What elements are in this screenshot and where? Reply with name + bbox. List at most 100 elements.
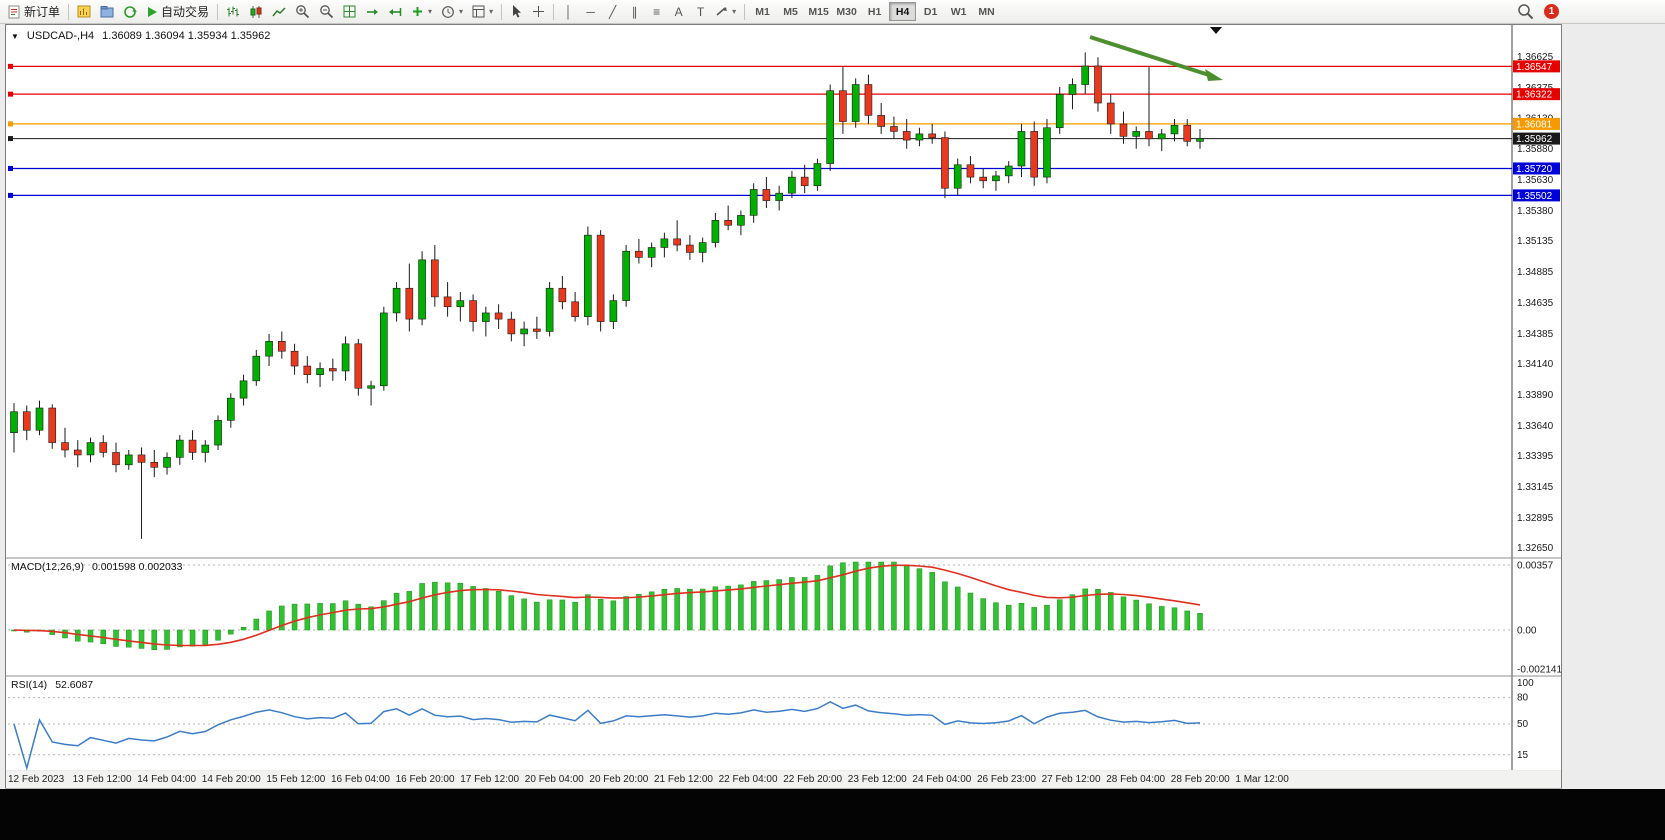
time-axis-label: 16 Feb 20:00 [395,774,455,785]
candlestick-chart-icon [250,5,262,18]
time-axis-label: 14 Feb 04:00 [137,774,197,785]
timeframe-h1[interactable]: H1 [861,2,888,21]
price-tick: 1.32895 [1517,513,1554,524]
timeframe-m15[interactable]: M15 [805,2,832,21]
bar-chart-icon [227,6,240,17]
timeframe-h4[interactable]: H4 [889,2,917,21]
svg-text:-0.002141: -0.002141 [1517,664,1562,675]
fibonacci-icon: ≡ [653,4,661,19]
vertical-line-button[interactable]: │ [558,2,579,22]
indicators-button[interactable]: ▾ [407,2,436,22]
channel-button[interactable]: ∥ [624,2,645,22]
level-handle[interactable] [8,121,13,127]
text-tool-icon: A [674,4,683,19]
price-badge[interactable] [1513,162,1560,175]
separator [744,3,746,20]
level-handle[interactable] [8,63,13,69]
line-chart-icon [272,6,286,16]
separator [68,3,70,20]
autotrading-label: 自动交易 [161,5,210,19]
price-tick: 1.33640 [1517,421,1554,432]
rsi-axis: 100 80 50 15 [1517,678,1534,761]
time-axis-label: 13 Feb 12:00 [72,774,132,785]
line-chart-button[interactable] [268,2,290,22]
level-handle[interactable] [8,91,13,97]
shapes-button[interactable]: ▾ [712,2,740,22]
macd-signal-line [13,564,1201,647]
candlestick-chart-button[interactable] [245,2,267,22]
refresh-button[interactable] [119,2,141,22]
cursor-button[interactable] [506,2,527,22]
bottom-bar [0,789,1665,840]
level-handle[interactable] [8,192,13,198]
time-axis-label: 28 Feb 20:00 [1170,774,1230,785]
fibonacci-button[interactable]: ≡ [646,2,667,22]
svg-text:50: 50 [1517,719,1529,730]
periods-button[interactable]: ▾ [437,2,467,22]
autotrading-button[interactable]: 自动交易 [142,2,213,22]
auto-scroll-button[interactable] [361,2,383,22]
trendline-button[interactable]: ╱ [602,2,623,22]
price-tick: 1.33395 [1517,451,1554,462]
timeframe-m1[interactable]: M1 [749,2,776,21]
rsi-line [13,700,1201,771]
zoom-out-button[interactable] [315,2,338,22]
templates-button[interactable]: ▾ [468,2,497,22]
svg-text:0.00: 0.00 [1517,626,1537,637]
notification-badge[interactable]: 1 [1544,4,1559,19]
autotrading-play-icon [148,6,158,17]
time-axis-label: 28 Feb 04:00 [1106,774,1166,785]
trend-arrow[interactable] [1089,35,1210,77]
refresh-icon [124,5,137,18]
chart-shift-marker[interactable] [1210,27,1222,34]
level-handle[interactable] [8,165,13,171]
price-tick: 1.34385 [1517,329,1554,340]
timeframe-mn[interactable]: MN [973,2,1000,21]
time-axis-label: 17 Feb 12:00 [460,774,520,785]
time-axis-label: 1 Mar 12:00 [1235,774,1289,785]
macd-name: MACD(12,26,9) [11,561,84,573]
chevron-down-icon: ▾ [428,7,433,16]
timeframe-w1[interactable]: W1 [945,2,972,21]
macd-axis: 0.00357 0.00 -0.002141 [1517,561,1562,676]
time-axis-label: 22 Feb 20:00 [783,774,843,785]
price-badge-label: 1.36547 [1516,62,1553,73]
search-icon[interactable] [1517,3,1534,20]
chart-shift-icon [389,7,402,16]
label-tool-button[interactable]: T [690,2,711,22]
time-axis-label: 15 Feb 12:00 [266,774,326,785]
timeframe-m30[interactable]: M30 [833,2,860,21]
new-order-button[interactable]: 新订单 [4,2,64,22]
price-tick: 1.33890 [1517,390,1554,401]
indicators-plus-icon [413,7,423,16]
level-handle[interactable] [8,136,13,142]
timeframe-m5[interactable]: M5 [777,2,804,21]
horizontal-line-button[interactable]: ─ [580,2,601,22]
zoom-in-button[interactable] [291,2,314,22]
text-tool-button[interactable]: A [668,2,689,22]
price-badge[interactable] [1513,88,1560,101]
price-badge[interactable] [1513,189,1560,202]
chevron-down-icon: ▾ [459,7,464,16]
bar-chart-button[interactable] [222,2,244,22]
price-badge-label: 1.35962 [1516,134,1553,145]
new-chart-button[interactable] [73,2,95,22]
price-badge[interactable] [1513,60,1560,73]
chart-shift-button[interactable] [384,2,406,22]
tile-windows-button[interactable] [339,2,360,22]
crosshair-button[interactable] [528,2,549,22]
trend-arrow-head [1205,69,1223,81]
time-axis-label: 16 Feb 04:00 [331,774,390,785]
time-axis-label: 24 Feb 04:00 [912,774,972,785]
channel-icon: ∥ [631,4,638,19]
price-badge[interactable] [1513,132,1560,145]
price-badge[interactable] [1513,117,1560,130]
price-axis[interactable]: 1.366251.363751.361301.358801.356301.353… [1517,52,1554,554]
chart-menu-icon[interactable]: ▼ [11,31,19,41]
profiles-button[interactable] [96,2,118,22]
timeframe-d1[interactable]: D1 [917,2,944,21]
trendline-icon: ╱ [608,4,617,19]
time-axis-label: 21 Feb 12:00 [654,774,713,785]
